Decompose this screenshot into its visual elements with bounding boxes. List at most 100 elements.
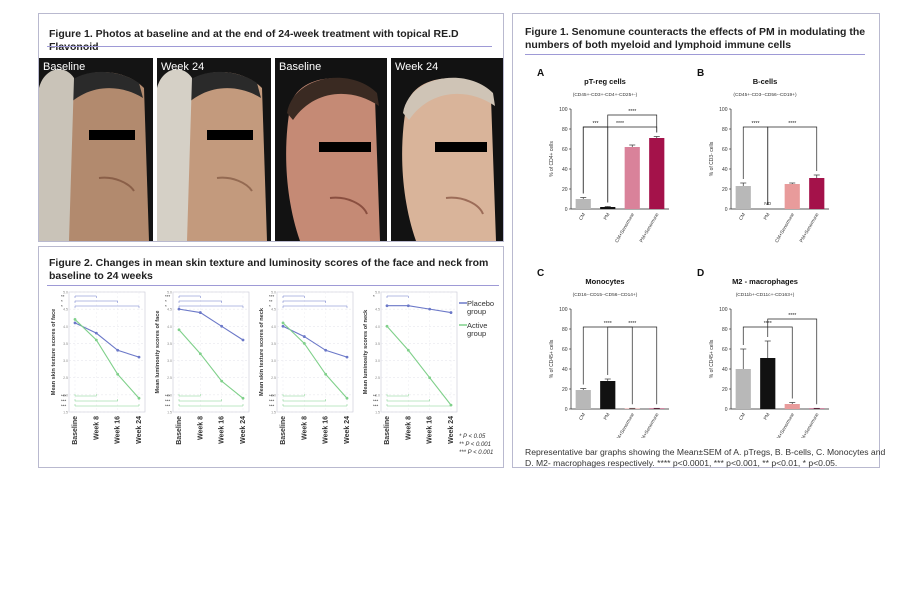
y-tick-label: 3.5 <box>167 342 172 346</box>
bar-chart-subtitle: (CD45+-CD3+-CD4+-CD25+-) <box>573 92 638 98</box>
top-significance: *** <box>269 294 275 299</box>
y-tick-label: 4.0 <box>375 325 380 329</box>
data-point-active <box>137 396 141 400</box>
line-figure-title-1: Figure 2. Changes in mean skin texture a… <box>49 257 489 269</box>
data-point-placebo <box>94 331 98 335</box>
y-tick-label: 4.5 <box>63 308 68 312</box>
y-tick-label: 3.0 <box>271 359 276 363</box>
bar-pm-senomune <box>649 408 665 409</box>
line-chart-1: 5.0 4.5 4.0 3.5 3.0 2.5 2.0 1.5 Mean skin textur… <box>51 291 146 445</box>
y-tick-label: 4.0 <box>63 325 68 329</box>
x-tick-label: Week 24 <box>344 416 351 444</box>
y-tick-label: 0 <box>725 207 728 213</box>
series-line-placebo <box>282 325 348 358</box>
top-significance: * <box>61 304 63 309</box>
x-tick-label: Week 16 <box>323 416 330 444</box>
top-bracket <box>282 300 326 303</box>
x-tick-label: Week 8 <box>197 416 204 440</box>
x-tick-label: PM <box>603 212 612 221</box>
top-bracket <box>178 295 201 298</box>
series-line-active <box>178 329 244 399</box>
significance-bracket <box>767 318 818 405</box>
y-tick-label: 1.5 <box>375 411 380 415</box>
top-significance: * <box>165 304 167 309</box>
y-axis-label: % of CD45+ cells <box>549 339 555 378</box>
bottom-significance: *** <box>165 399 171 404</box>
x-tick-label: CM+Senomune <box>614 412 636 438</box>
y-tick-label: 3.0 <box>375 359 380 363</box>
x-tick-label: Baseline <box>176 416 183 445</box>
data-point-placebo <box>241 338 245 342</box>
y-tick-label: 100 <box>719 107 728 113</box>
y-tick-label: 5.0 <box>271 291 276 295</box>
data-point-active <box>406 348 410 352</box>
data-point-active <box>324 372 328 376</box>
bottom-bracket <box>282 404 348 407</box>
x-tick-label: Week 24 <box>448 416 455 444</box>
y-axis-label: Mean luminosity scores of neck <box>363 309 369 394</box>
data-point-placebo <box>177 307 181 311</box>
legend-active-label: Active group <box>467 321 487 338</box>
y-tick-label: 2.0 <box>271 393 276 397</box>
plot-frame <box>380 291 458 413</box>
data-point-placebo <box>345 355 349 359</box>
bar-figure-panel: Figure 1. Senomune counteracts the effec… <box>512 13 885 468</box>
top-significance: * <box>269 304 271 309</box>
y-tick-label: 100 <box>559 107 568 113</box>
data-point-placebo <box>406 304 410 308</box>
photo-figure-panel: Figure 1. Photos at baseline and at the … <box>38 13 504 242</box>
x-tick-label: Week 24 <box>240 416 247 444</box>
significance-bracket <box>607 326 658 405</box>
y-tick-label: 0 <box>725 407 728 413</box>
significance-label: **** <box>616 121 624 127</box>
series-line-placebo <box>74 322 140 358</box>
bar-chart-subtitle: (CD16--CD15--CD56--CD14+) <box>573 292 638 298</box>
y-axis-label: Mean skin texture scores of face <box>51 309 57 395</box>
bottom-bracket <box>74 399 118 402</box>
y-tick-label: 40 <box>562 367 568 373</box>
eye-redaction-4 <box>435 142 487 152</box>
data-point-active <box>198 352 202 356</box>
x-tick-label: Week 24 <box>136 416 143 444</box>
bar-charts: ApT-reg cells (CD45+-CD3+-CD4+-CD25+-) 0 20… <box>537 68 829 438</box>
x-tick-label: Week 8 <box>93 416 100 440</box>
data-point-active <box>220 379 224 383</box>
x-tick-label: Week 16 <box>427 416 434 444</box>
bottom-significance: *** <box>269 399 275 404</box>
bottom-bracket <box>282 399 326 402</box>
photo-label-4: Week 24 <box>395 61 439 73</box>
y-tick-label: 2.0 <box>63 393 68 397</box>
y-tick-label: 80 <box>722 127 728 133</box>
bottom-significance: *** <box>61 394 67 399</box>
bottom-significance: *** <box>269 404 275 409</box>
data-point-placebo <box>220 324 224 328</box>
y-tick-label: 3.0 <box>167 359 172 363</box>
y-tick-label: 1.5 <box>167 411 172 415</box>
plot-frame <box>276 291 354 413</box>
x-tick-label: Week 8 <box>405 416 412 440</box>
y-tick-label: 80 <box>562 327 568 333</box>
bottom-bracket <box>178 404 244 407</box>
top-bracket <box>74 295 97 298</box>
data-point-placebo <box>449 311 453 314</box>
data-point-placebo <box>302 335 306 338</box>
top-bracket <box>74 300 118 303</box>
top-bracket <box>386 295 409 298</box>
top-significance: ** <box>269 299 273 304</box>
x-tick-label: Week 16 <box>219 416 226 444</box>
bar-figure-rule <box>525 54 865 55</box>
y-tick-label: 40 <box>722 367 728 373</box>
bottom-significance: *** <box>165 404 171 409</box>
photo-week24-1: Week 24 <box>157 58 271 241</box>
y-tick-label: 100 <box>719 307 728 313</box>
significance-bracket <box>582 126 609 203</box>
bar-cm <box>735 369 751 409</box>
series-line-active <box>282 322 348 399</box>
x-tick-label: PM <box>763 212 772 221</box>
significance-label: **** <box>751 121 759 127</box>
sig-note-2: ** P < 0.001 <box>459 442 491 448</box>
y-tick-label: 40 <box>562 167 568 173</box>
y-tick-label: 20 <box>722 187 728 193</box>
bar-cm-senomune <box>784 404 800 409</box>
y-tick-label: 40 <box>722 167 728 173</box>
